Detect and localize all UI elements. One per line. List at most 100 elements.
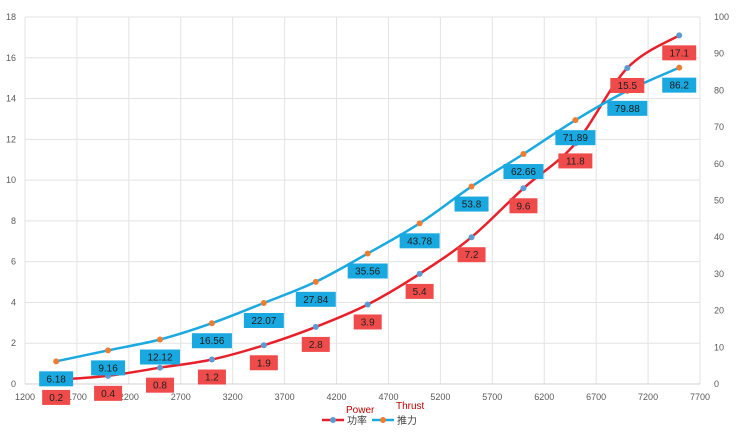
y-right-tick-label: 0 [714, 379, 719, 389]
legend: 功率 推力 Power Thrust [322, 401, 425, 427]
series-1-point [572, 117, 579, 124]
y-left-tick-label: 2 [11, 338, 16, 348]
data-label-bg [140, 349, 180, 365]
series-1-point [520, 151, 527, 158]
data-label: 11.8 [566, 156, 585, 167]
data-labels: 0.2 0.4 0.8 1.2 1.9 2.8 3.9 5.4 7.2 9.6 11.8 15.5 17… [39, 45, 697, 405]
series-1-point [364, 250, 371, 257]
y-right-tick-label: 50 [714, 196, 724, 206]
axes: 1200 1700 2200 2700 3200 3700 4200 4700 5200 5700… [6, 12, 729, 402]
data-label: 2.8 [309, 340, 323, 351]
data-label: 6.18 [46, 374, 66, 385]
data-label: 71.89 [563, 133, 588, 144]
data-label-bg [662, 45, 697, 61]
series-0-point [676, 32, 683, 39]
data-label: 43.78 [407, 236, 432, 247]
x-tick-label: 6200 [534, 392, 554, 402]
x-tick-label: 2200 [119, 392, 139, 402]
x-tick-label: 1200 [15, 392, 35, 402]
data-label: 35.56 [355, 266, 380, 277]
data-label: 15.5 [618, 81, 638, 92]
data-label-bg [191, 333, 232, 349]
data-label: 1.9 [257, 358, 271, 369]
data-label: 22.07 [251, 316, 276, 327]
data-label-bg [249, 355, 278, 371]
series-1-point [416, 220, 423, 227]
series-0-point [416, 270, 423, 277]
data-label: 0.8 [153, 381, 167, 392]
series-0-point [468, 234, 475, 241]
x-tick-label: 3700 [275, 392, 295, 402]
data-label-bg [353, 314, 382, 330]
data-label: 7.2 [465, 250, 479, 261]
data-label: 5.4 [413, 287, 427, 298]
legend-marker-1 [380, 417, 386, 423]
data-label: 62.66 [511, 167, 536, 178]
series-0-point [208, 356, 215, 363]
data-label-bg [607, 100, 648, 116]
data-label-bg [503, 164, 544, 180]
legend-label: 推力 [397, 414, 417, 427]
series-1-point [676, 64, 683, 71]
data-label-bg [399, 233, 440, 249]
x-tick-label: 3200 [223, 392, 243, 402]
y-left-tick-label: 14 [6, 94, 16, 104]
x-tick-label: 7700 [690, 392, 710, 402]
series-1-point [468, 183, 475, 190]
x-tick-label: 4700 [378, 392, 398, 402]
y-right-tick-label: 90 [714, 49, 724, 59]
y-left-tick-label: 16 [6, 53, 16, 63]
y-right-tick-label: 80 [714, 85, 724, 95]
series-1-point [208, 320, 215, 327]
data-label: 3.9 [361, 317, 375, 328]
data-label: 79.88 [615, 104, 640, 115]
data-label-bg [39, 371, 74, 387]
data-label-bg [454, 196, 489, 212]
series-0-point [260, 342, 267, 349]
legend-label: 功率 [347, 414, 367, 427]
data-label: 0.2 [49, 393, 63, 404]
data-label-bg [94, 385, 123, 401]
x-tick-label: 6700 [586, 392, 606, 402]
series-1-point [260, 300, 267, 307]
data-label: 9.16 [98, 363, 118, 374]
data-label-bg [42, 389, 71, 405]
x-tick-label: 5700 [482, 392, 502, 402]
grid [24, 16, 701, 385]
data-label-bg [295, 291, 336, 307]
data-label-bg [509, 198, 538, 214]
data-label: 9.6 [517, 201, 531, 212]
y-right-tick-label: 10 [714, 342, 724, 352]
y-right-tick-label: 70 [714, 122, 724, 132]
y-left-tick-label: 4 [11, 297, 16, 307]
y-left-tick-label: 10 [6, 175, 16, 185]
data-label: 16.56 [199, 336, 224, 347]
data-label-bg [555, 130, 596, 146]
data-label-bg [301, 336, 330, 352]
data-label-bg [91, 360, 126, 376]
data-label-bg [457, 247, 486, 263]
y-left-tick-label: 12 [6, 134, 16, 144]
x-tick-label: 5200 [430, 392, 450, 402]
series-0-point [312, 323, 319, 330]
data-label: 12.12 [147, 353, 172, 364]
x-tick-label: 1700 [67, 392, 87, 402]
data-label: 27.84 [303, 295, 328, 306]
annotation-power: Power [346, 405, 375, 416]
y-right-tick-label: 100 [714, 12, 729, 22]
x-tick-label: 4200 [327, 392, 347, 402]
annotation-thrust: Thrust [396, 401, 425, 412]
series-1-point [105, 347, 112, 354]
series-1-point [157, 336, 163, 343]
x-tick-label: 2700 [171, 392, 191, 402]
series-1-point [312, 278, 319, 285]
data-label-bg [197, 369, 226, 385]
data-label: 1.2 [205, 373, 219, 384]
data-label-bg [610, 77, 645, 93]
data-label-bg [347, 263, 388, 279]
data-label: 17.1 [669, 48, 689, 59]
series-lines [53, 32, 683, 383]
data-label-bg [146, 377, 174, 393]
legend-marker-0 [330, 417, 336, 423]
